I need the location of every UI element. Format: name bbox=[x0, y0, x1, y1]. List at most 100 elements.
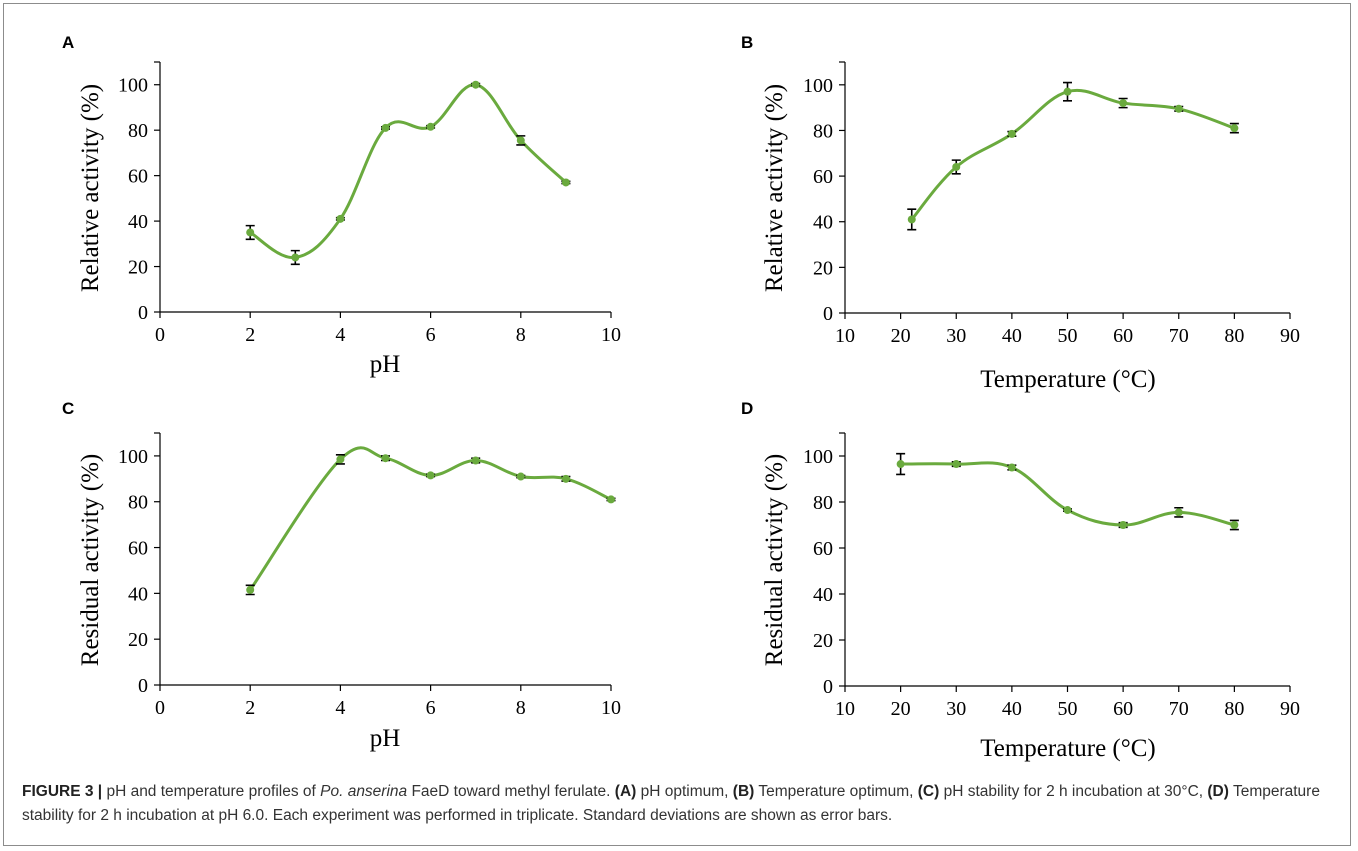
panel-c-data-point bbox=[471, 456, 480, 465]
panel-c-data-point bbox=[336, 455, 345, 464]
caption-b-label: (B) bbox=[732, 783, 755, 800]
caption-d-label: (D) bbox=[1207, 783, 1229, 800]
panel-b-data-point bbox=[1119, 99, 1128, 108]
panel-d-chart: D 0 20 40 60 80 100 10 20 30 40 50 60 70 80 90 Temperatu… bbox=[741, 399, 1300, 762]
panel-a-series-line bbox=[249, 83, 567, 259]
panel-c-y-tick-label: 100 bbox=[118, 446, 148, 468]
caption-c-text: pH stability for 2 h incubation at 30°C, bbox=[939, 783, 1208, 800]
panel-c-y-tick-label: 0 bbox=[138, 675, 148, 697]
caption-text-1: pH and temperature profiles of bbox=[102, 783, 321, 800]
panel-a-x-tick-label: 4 bbox=[335, 324, 345, 346]
panel-b-data-point bbox=[1063, 87, 1072, 96]
panel-c-data-point bbox=[607, 495, 615, 504]
panel-d-data-point bbox=[1063, 506, 1072, 515]
panel-c-y-tick-label: 60 bbox=[128, 538, 148, 560]
panel-d-x-tick-label: 10 bbox=[835, 698, 855, 720]
panel-d-x-tick-label: 50 bbox=[1058, 698, 1078, 720]
panel-a-x-tick-label: 10 bbox=[601, 324, 621, 346]
panel-c-x-tick-label: 8 bbox=[516, 697, 526, 719]
panel-d-letter: D bbox=[741, 399, 753, 418]
panel-a-data-point bbox=[516, 136, 525, 145]
panel-c-data-point bbox=[381, 454, 390, 463]
panel-b-x-tick-label: 20 bbox=[891, 325, 911, 347]
panel-a-data-point bbox=[471, 80, 480, 89]
panel-c-data-point bbox=[561, 474, 570, 483]
panel-b-x-tick-label: 30 bbox=[946, 325, 966, 347]
panel-d-x-tick-label: 20 bbox=[891, 698, 911, 720]
panel-c-data-point bbox=[516, 472, 525, 481]
panel-b-x-tick-label: 80 bbox=[1224, 325, 1244, 347]
panel-b-x-tick-label: 70 bbox=[1169, 325, 1189, 347]
panel-b-y-tick-label: 20 bbox=[813, 257, 833, 279]
panel-c-y-tick-label: 40 bbox=[128, 583, 148, 605]
panel-b-y-tick-label: 0 bbox=[823, 303, 833, 325]
panel-d-data-point bbox=[952, 460, 961, 469]
caption-a-text: pH optimum, bbox=[636, 783, 733, 800]
panel-d-y-tick-label: 20 bbox=[813, 630, 833, 652]
panel-d-y-tick-label: 0 bbox=[823, 676, 833, 698]
panel-d-x-tick-label: 40 bbox=[1002, 698, 1022, 720]
panel-b-series-line bbox=[910, 88, 1235, 221]
panel-a-x-axis-title: pH bbox=[370, 351, 401, 378]
panel-a-data-point bbox=[426, 122, 435, 131]
panel-a-letter: A bbox=[62, 33, 74, 52]
panel-b-chart: B 0 20 40 60 80 100 10 20 30 40 50 60 70 80 90 Temperatu… bbox=[741, 33, 1300, 393]
panel-d-y-axis-title: Residual activity (%) bbox=[761, 454, 788, 666]
panel-b-x-tick-label: 50 bbox=[1058, 325, 1078, 347]
panel-d-x-tick-label: 80 bbox=[1224, 698, 1244, 720]
panel-a-x-tick-label: 8 bbox=[516, 324, 526, 346]
caption-a-label: (A) bbox=[614, 783, 637, 800]
panel-d-y-tick-label: 40 bbox=[813, 584, 833, 606]
panel-b-data-point bbox=[907, 215, 916, 224]
panel-d-x-tick-label: 60 bbox=[1113, 698, 1133, 720]
panel-a-data-point bbox=[381, 123, 390, 132]
panel-d-data-point bbox=[1119, 521, 1128, 529]
panel-a-y-tick-label: 40 bbox=[128, 211, 148, 233]
panel-b-y-tick-label: 100 bbox=[803, 75, 833, 97]
panel-c-y-tick-label: 20 bbox=[128, 629, 148, 651]
panel-a-x-tick-label: 2 bbox=[245, 324, 255, 346]
panel-c-x-tick-label: 2 bbox=[245, 697, 255, 719]
panel-b-x-tick-label: 90 bbox=[1280, 325, 1300, 347]
panel-b-y-tick-label: 40 bbox=[813, 212, 833, 234]
panel-c-x-tick-label: 6 bbox=[426, 697, 436, 719]
caption-figure-label: FIGURE 3 | bbox=[22, 783, 103, 800]
panel-c-x-tick-label: 0 bbox=[155, 697, 165, 719]
panel-c-data-point bbox=[246, 585, 255, 594]
panel-a-data-point bbox=[291, 253, 300, 262]
panel-a-y-tick-label: 80 bbox=[128, 120, 148, 142]
panel-a-chart: A 0 20 40 60 80 100 0 2 4 6 8 10 pH Relative activity … bbox=[62, 33, 621, 378]
panel-b-x-axis-title: Temperature (°C) bbox=[980, 366, 1156, 393]
panel-a-y-tick-label: 0 bbox=[138, 302, 148, 324]
panel-d-y-tick-label: 100 bbox=[803, 446, 833, 468]
caption-text-2: FaeD toward methyl ferulate. bbox=[407, 783, 615, 800]
panel-c-chart: C 0 20 40 60 80 100 0 2 4 6 8 10 pH Residual activity … bbox=[62, 399, 621, 752]
panel-a-y-tick-label: 60 bbox=[128, 166, 148, 188]
panel-b-data-point bbox=[1174, 104, 1183, 113]
panel-b-data-point bbox=[1230, 124, 1239, 133]
panel-d-y-tick-label: 80 bbox=[813, 492, 833, 514]
panel-d-x-tick-label: 30 bbox=[946, 698, 966, 720]
panel-b-x-tick-label: 40 bbox=[1002, 325, 1022, 347]
caption-organism: Po. anserina bbox=[320, 783, 408, 800]
panel-b-data-point bbox=[1007, 129, 1016, 138]
panel-a-y-axis-title: Relative activity (%) bbox=[77, 84, 104, 292]
panel-a-x-tick-label: 6 bbox=[426, 324, 436, 346]
panel-a-data-point bbox=[336, 214, 345, 223]
panel-b-x-tick-label: 10 bbox=[835, 325, 855, 347]
panel-b-y-axis-title: Relative activity (%) bbox=[761, 84, 788, 292]
panel-b-x-tick-label: 60 bbox=[1113, 325, 1133, 347]
caption-d-text: Temperature stability for 2 h incubation… bbox=[22, 783, 1320, 824]
panel-d-data-point bbox=[896, 460, 905, 469]
panel-c-y-tick-label: 80 bbox=[128, 492, 148, 514]
panel-d-x-axis-title: Temperature (°C) bbox=[980, 735, 1156, 762]
panel-c-x-tick-label: 4 bbox=[335, 697, 345, 719]
panel-b-y-tick-label: 80 bbox=[813, 120, 833, 142]
panel-d-data-point bbox=[1174, 508, 1183, 517]
caption-b-text: Temperature optimum, bbox=[754, 783, 918, 800]
panel-c-y-axis-title: Residual activity (%) bbox=[77, 454, 104, 666]
panel-c-x-tick-label: 10 bbox=[601, 697, 621, 719]
panel-a-y-tick-label: 100 bbox=[118, 75, 148, 97]
panel-b-y-tick-label: 60 bbox=[813, 166, 833, 188]
panel-a-data-point bbox=[246, 228, 255, 237]
